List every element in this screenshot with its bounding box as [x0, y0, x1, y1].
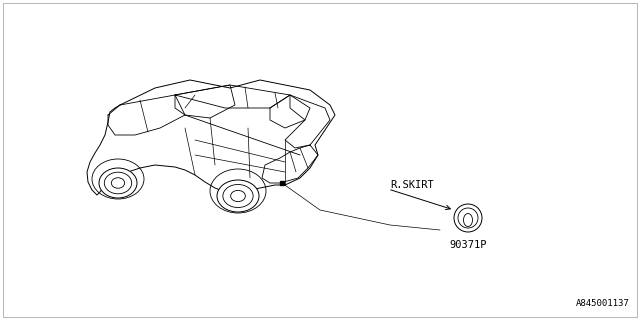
Ellipse shape [217, 180, 259, 212]
Ellipse shape [99, 168, 137, 198]
Text: 90371P: 90371P [449, 240, 487, 250]
Text: A845001137: A845001137 [576, 299, 630, 308]
Text: R.SKIRT: R.SKIRT [390, 180, 434, 190]
